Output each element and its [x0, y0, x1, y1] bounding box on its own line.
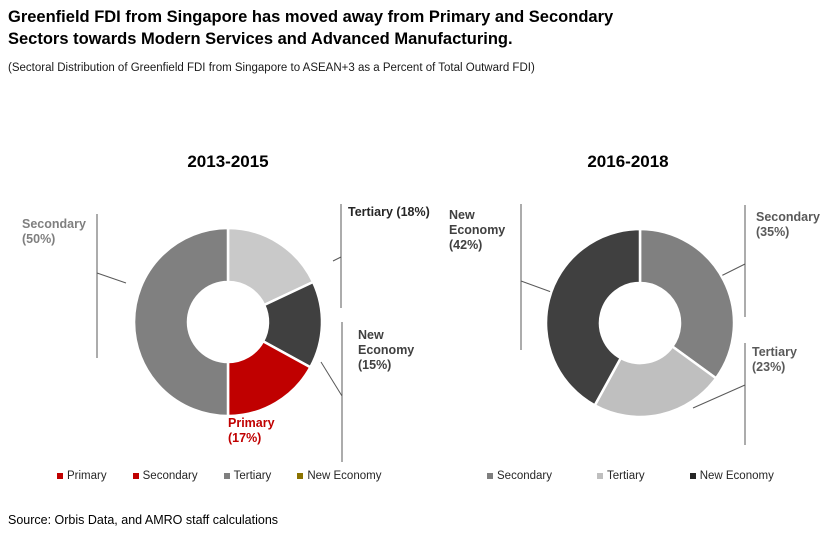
legend-marker-tertiary [596, 473, 603, 479]
label-primary-2013-line1: Primary [228, 416, 275, 430]
figure-title: Greenfield FDI from Singapore has moved … [8, 6, 808, 50]
donut-chart-2013-2015 [96, 204, 343, 462]
label-neweconomy-2013-line3: (15%) [358, 358, 392, 372]
donut-chart-2016-2018 [520, 204, 746, 445]
figure-subtitle: (Sectoral Distribution of Greenfield FDI… [8, 62, 535, 74]
label-neweconomy-2013: New Economy (15%) [358, 328, 414, 373]
label-neweconomy-2016-line3: (42%) [449, 238, 483, 252]
legend-2016-2018: Secondary Tertiary New Economy [487, 468, 774, 484]
legend-label: New Economy [699, 470, 774, 482]
legend-label: New Economy [307, 470, 382, 482]
label-primary-2013-line2: (17%) [228, 431, 262, 445]
source-note: Source: Orbis Data, and AMRO staff calcu… [8, 513, 279, 527]
label-secondary-2013-line2: (50%) [22, 232, 56, 246]
legend-marker-secondary [487, 473, 493, 479]
legend-label: Tertiary [606, 470, 645, 482]
leader-tick-secondary-2013 [96, 272, 127, 284]
label-secondary-2016-line1: Secondary [756, 210, 820, 224]
label-neweconomy-2016-line2: Economy [449, 223, 506, 237]
slice-tertiary[interactable] [226, 226, 315, 307]
legend-marker-tertiary [223, 473, 230, 479]
label-neweconomy-2013-line2: Economy [358, 343, 415, 357]
legend-item-new-economy[interactable]: New Economy [689, 470, 774, 482]
legend-label: Secondary [497, 470, 552, 482]
label-tertiary-2016-line2: (23%) [752, 360, 786, 374]
legend-marker-primary [57, 473, 63, 479]
label-tertiary-2016: Tertiary (23%) [752, 345, 797, 375]
leader-tick-secondary-2016 [720, 263, 746, 277]
legend-label: Primary [67, 470, 107, 482]
figure-title-line1: Greenfield FDI from Singapore has moved … [8, 8, 614, 26]
label-neweconomy-2013-line1: New [358, 328, 384, 342]
legend-item-primary[interactable]: Primary [57, 470, 107, 482]
label-primary-2013: Primary (17%) [228, 416, 275, 446]
label-neweconomy-2016: New Economy (42%) [449, 208, 505, 253]
label-secondary-2013-line1: Secondary [22, 217, 86, 231]
leader-tick-tertiary-2013 [332, 256, 342, 262]
label-secondary-2013: Secondary (50%) [22, 217, 86, 247]
chart-title-2016-2018: 2016-2018 [587, 152, 669, 171]
slice-tertiary[interactable] [593, 344, 718, 419]
legend-marker-secondary [132, 473, 139, 479]
legend-label: Secondary [142, 470, 198, 482]
legend-label: Tertiary [233, 470, 272, 482]
label-neweconomy-2016-line1: New [449, 208, 475, 222]
slice-new-economy[interactable] [544, 227, 642, 408]
callout-leader-lines-left [96, 204, 343, 462]
label-tertiary-2013: Tertiary (18%) [348, 205, 430, 220]
legend-marker-new-economy [297, 473, 304, 479]
leader-tick-neweconomy-2013 [320, 361, 343, 397]
figure-title-line2: Sectors towards Modern Services and Adva… [8, 30, 513, 48]
legend-item-tertiary[interactable]: Tertiary [596, 470, 645, 482]
label-tertiary-2013-line1: Tertiary (18%) [348, 205, 430, 219]
legend-item-secondary[interactable]: Secondary [132, 470, 198, 482]
label-secondary-2016: Secondary (35%) [756, 210, 820, 240]
leader-tick-tertiary-2016 [692, 384, 746, 409]
legend-marker-new-economy [689, 473, 696, 479]
legend-item-new-economy[interactable]: New Economy [297, 470, 381, 482]
callout-leader-lines-right [520, 204, 746, 445]
leader-tick-neweconomy-2016 [520, 280, 555, 294]
slice-secondary[interactable] [638, 227, 736, 380]
label-secondary-2016-line2: (35%) [756, 225, 790, 239]
legend-item-tertiary[interactable]: Tertiary [223, 470, 272, 482]
label-tertiary-2016-line1: Tertiary [752, 345, 797, 359]
legend-item-secondary[interactable]: Secondary [487, 470, 552, 482]
slice-secondary[interactable] [132, 226, 230, 418]
chart-title-2013-2015: 2013-2015 [187, 152, 269, 171]
legend-2013-2015: Primary Secondary Tertiary New Economy [57, 468, 381, 484]
